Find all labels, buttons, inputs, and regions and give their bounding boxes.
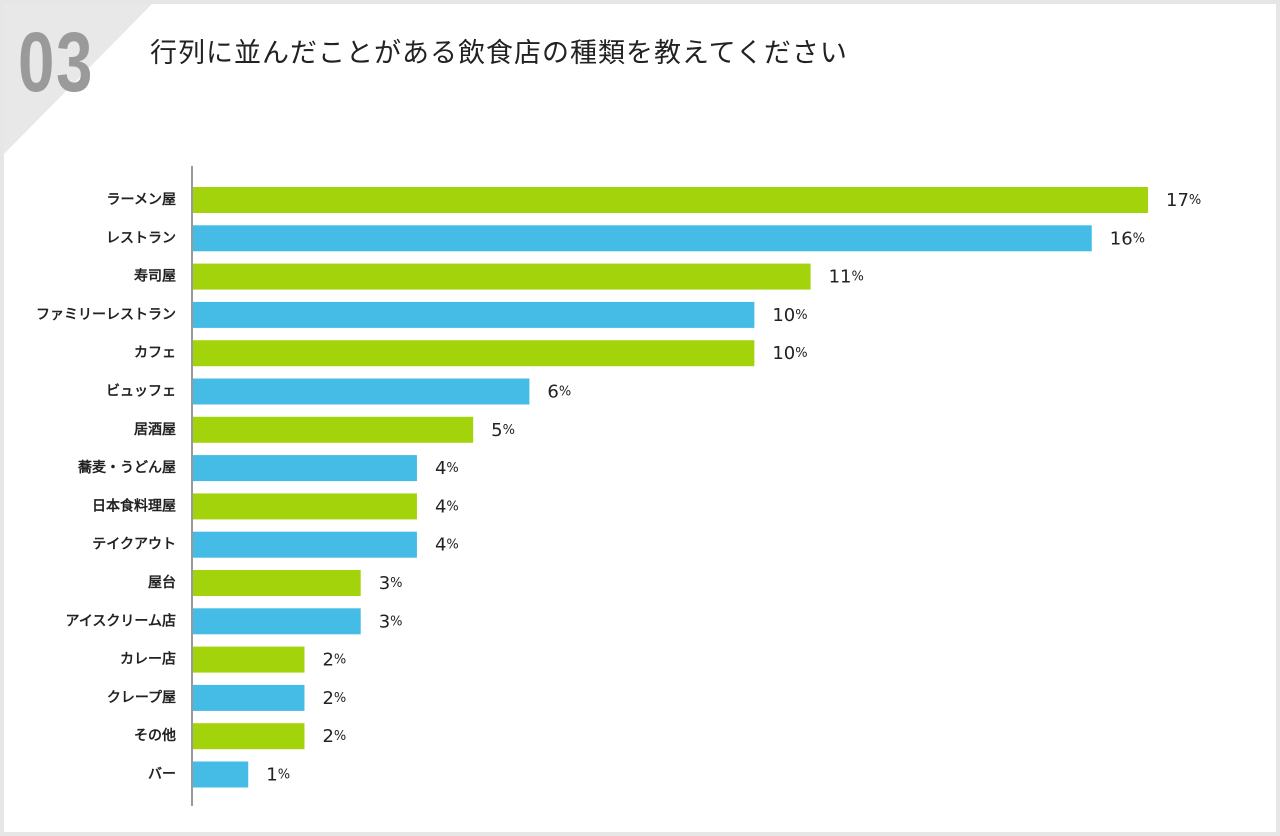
value-label: 3% (379, 573, 403, 594)
category-label: バー (148, 767, 176, 783)
category-label: 居酒屋 (134, 422, 176, 438)
bar (193, 263, 811, 290)
value-label: 17% (1166, 190, 1201, 211)
category-label: 寿司屋 (134, 268, 176, 285)
bar (193, 684, 305, 711)
category-label: 蕎麦・うどん屋 (77, 459, 176, 476)
value-label: 1% (266, 764, 290, 785)
bar-chart: ラーメン屋 17% レストラン 16% 寿司屋 11% ファミリーレストラン 10% カフェ 10… (36, 166, 1201, 806)
value-label: 16% (1110, 228, 1145, 249)
value-label: 2% (322, 649, 346, 670)
category-label: その他 (134, 727, 176, 744)
bar (193, 378, 530, 405)
category-label: カレー店 (120, 651, 176, 668)
bar (193, 340, 755, 367)
category-label: アイスクリーム店 (66, 612, 176, 629)
bar (193, 608, 361, 635)
bar (193, 723, 305, 750)
question-number: 03 (18, 15, 95, 109)
bar (193, 416, 474, 443)
category-label: ラーメン屋 (107, 192, 176, 208)
value-label: 2% (322, 687, 346, 708)
value-label: 11% (829, 266, 864, 287)
chart-title: 行列に並んだことがある飲食店の種類を教えてください (150, 38, 848, 69)
category-label: カフェ (134, 345, 176, 361)
value-label: 5% (491, 419, 515, 440)
category-label: 屋台 (148, 574, 176, 591)
bar (193, 531, 417, 558)
bar (193, 187, 1148, 213)
bar (193, 493, 417, 520)
value-label: 10% (772, 304, 807, 325)
category-label: レストラン (106, 230, 176, 246)
bar (193, 301, 755, 328)
value-label: 6% (547, 381, 571, 402)
value-label: 4% (435, 458, 459, 479)
bar (193, 570, 361, 596)
bar (193, 455, 417, 482)
corner-ribbon (4, 4, 152, 154)
bar (193, 761, 249, 788)
category-label: クレープ屋 (107, 690, 176, 706)
value-label: 10% (772, 343, 807, 364)
category-label: ファミリーレストラン (36, 307, 176, 323)
value-label: 3% (379, 611, 403, 632)
category-label: 日本食料理屋 (92, 497, 176, 514)
value-label: 2% (322, 726, 346, 747)
category-label: テイクアウト (92, 537, 176, 553)
value-label: 4% (435, 534, 459, 555)
value-label: 4% (435, 496, 459, 517)
chart-panel: 03 行列に並んだことがある飲食店の種類を教えてください ラーメン屋 17% レスト… (4, 4, 1276, 832)
bar (193, 646, 305, 673)
category-label: ビュッフェ (106, 384, 176, 400)
bar (193, 225, 1092, 252)
